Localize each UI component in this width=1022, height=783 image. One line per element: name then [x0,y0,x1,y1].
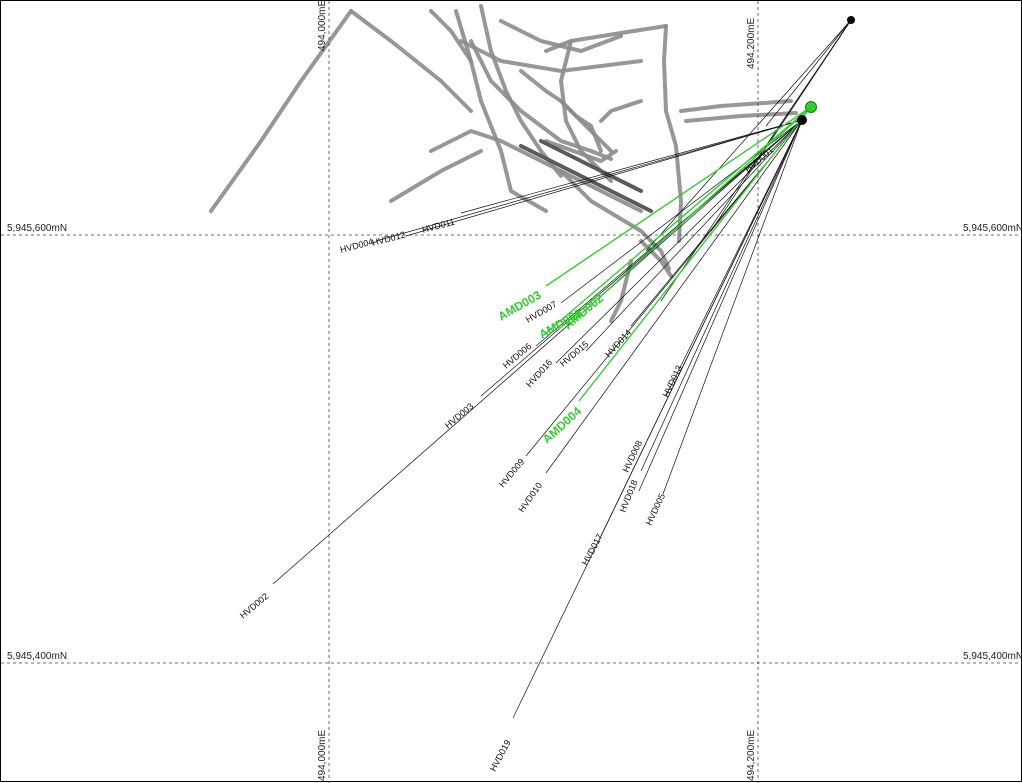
trace-amd004 [578,106,812,402]
amd-traces [545,106,812,402]
label-hvd005: HVD005 [644,492,667,527]
trace-amd001 [545,106,812,334]
trace-hvd005 [662,119,803,495]
trace-hvd011 [460,119,803,214]
trace-hvd015 [585,119,803,352]
collar-amd [805,101,817,113]
hvd-labels: HVD001 HVD002 HVD003 HVD004 HVD005 HVD00… [238,145,775,773]
label-amd004: AMD004 [540,404,585,446]
trace-hvd008 [640,119,803,472]
northing-label-right-5945400: 5,945,400mN [963,651,1022,662]
trace-hvd006 [535,119,803,347]
northing-label-left-5945400: 5,945,400mN [7,651,67,662]
label-hvd002: HVD002 [238,591,270,621]
easting-label-bottom-494000: 494,000mE [317,730,328,781]
easting-label-top-494200: 494,200mE [746,18,757,69]
hvd-traces [272,19,852,719]
label-hvd019: HVD019 [488,738,513,773]
collar-hvd [797,115,807,125]
label-hvd015: HVD015 [558,339,590,369]
trace-hvd002 [272,119,803,585]
label-hvd011: HVD011 [421,217,456,235]
collar-top-right [847,16,855,24]
trace-amd002 [570,106,812,324]
label-hvd004: HVD004 [339,236,374,254]
easting-label-top-494000: 494,000mE [317,1,328,51]
underground-workings [209,4,798,323]
trace-hvd012 [405,119,803,237]
label-hvd016: HVD016 [524,357,554,389]
label-hvd017: HVD017 [580,532,605,567]
label-hvd006: HVD006 [501,341,533,371]
trace-hvd013 [665,119,803,397]
label-hvd009: HVD009 [497,457,527,489]
label-hvd018: HVD018 [618,478,640,513]
label-hvd013: HVD013 [661,364,684,399]
trace-hvd004 [375,119,803,242]
label-hvd008: HVD008 [621,439,644,474]
trace-hvd019 [512,119,803,719]
trace-amd003 [545,106,812,287]
label-hvd012: HVD012 [371,229,406,247]
collars [797,16,855,125]
trace-hvd010 [545,119,803,474]
trace-hvd018 [638,119,803,492]
label-hvd010: HVD010 [516,481,544,515]
label-hvd003: HVD003 [443,401,475,431]
easting-label-bottom-494200: 494,200mE [746,730,757,781]
label-hvd014: HVD014 [603,327,633,359]
northing-label-right-5945600: 5,945,600mN [963,223,1022,234]
trace-hvd016 [555,119,803,364]
northing-label-left-5945600: 5,945,600mN [7,223,67,234]
trace-top-5 [765,19,852,127]
trace-hvd003 [480,119,803,397]
trace-hvd001 [745,119,803,170]
